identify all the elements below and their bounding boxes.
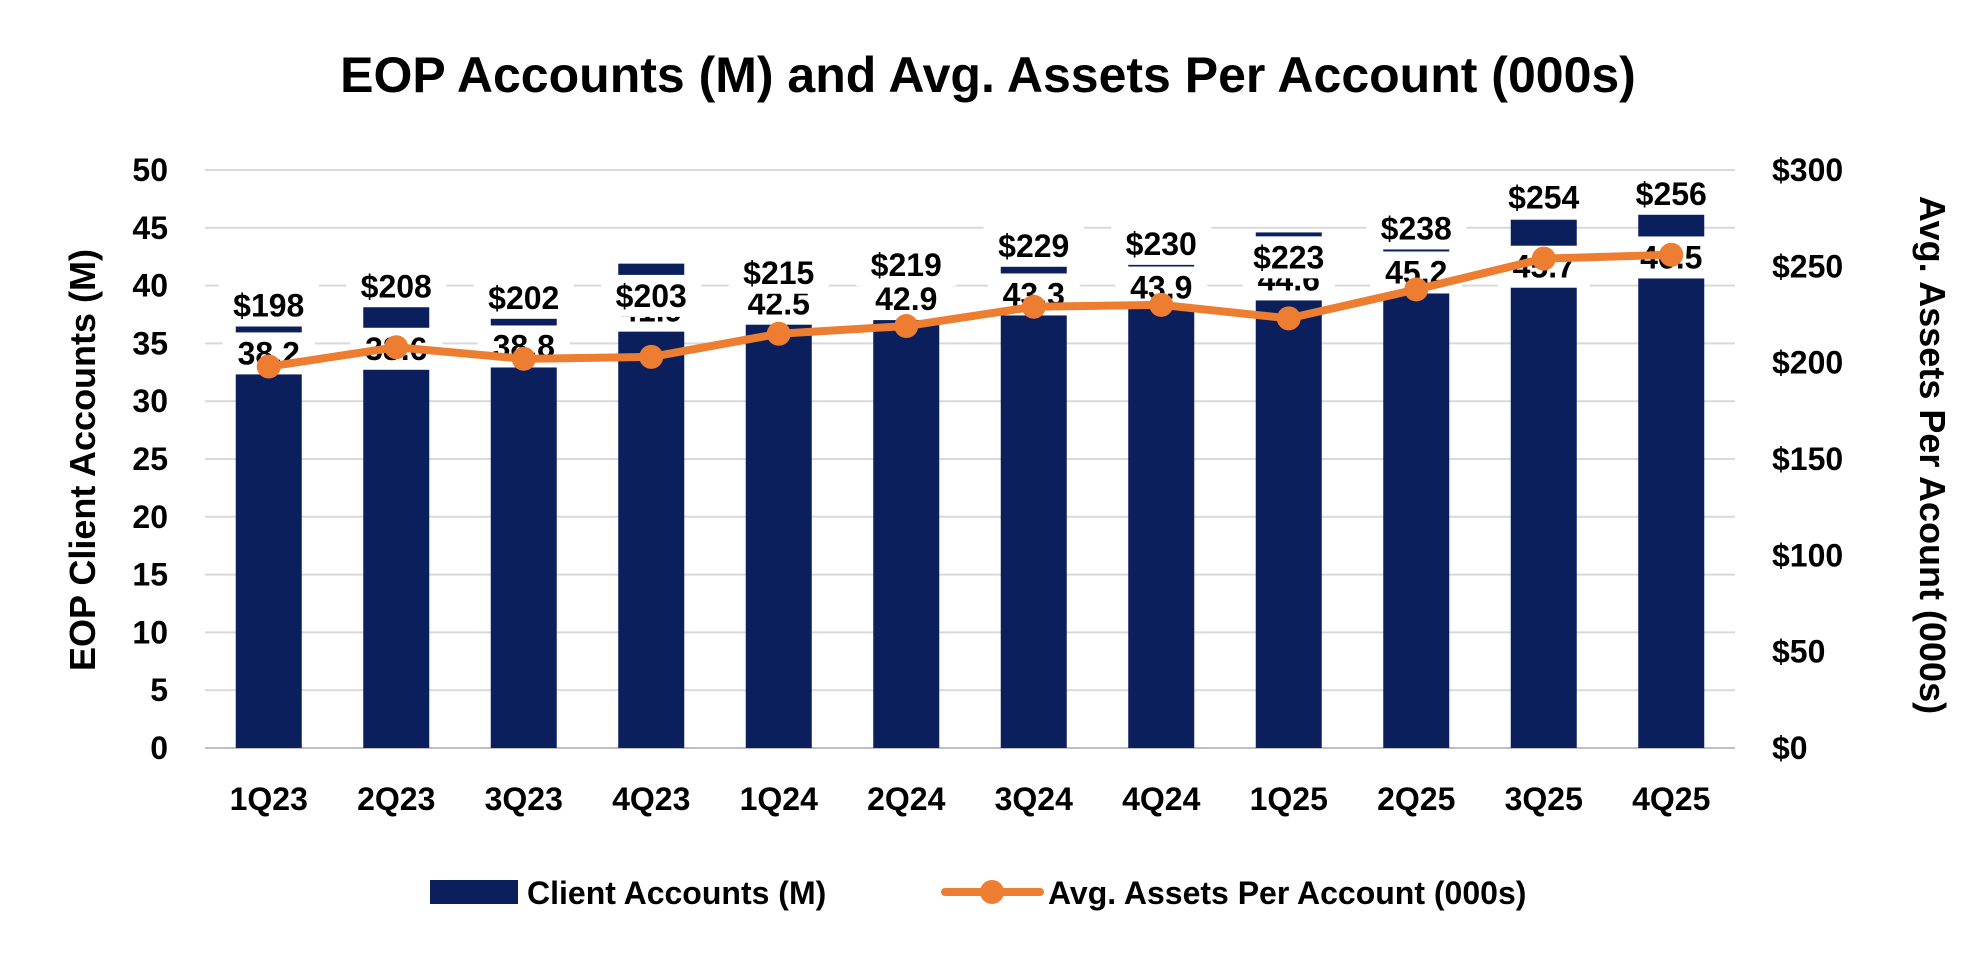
left-tick-label: 15 <box>132 557 168 593</box>
right-tick-label: $0 <box>1772 730 1808 766</box>
line-label-box <box>601 274 702 317</box>
x-axis-labels: 1Q23 2Q23 3Q23 4Q23 1Q24 2Q24 3Q24 4Q24 1Q25 2Q25… <box>230 781 1711 817</box>
line-data-label: $223 <box>1253 239 1324 275</box>
line-point-3Q23 <box>511 346 536 371</box>
bar-4Q24 <box>1128 240 1195 749</box>
line-data-label: $254 <box>1508 180 1579 216</box>
legend-line-label: Avg. Assets Per Account (000s) <box>1048 875 1526 911</box>
gridlines <box>205 169 1735 749</box>
line-point-2Q25 <box>1404 277 1429 302</box>
bar-2Q25 <box>1383 225 1450 748</box>
line-point-3Q24 <box>1021 294 1046 319</box>
left-tick-label: 30 <box>132 383 168 419</box>
line-point-1Q24 <box>766 321 791 346</box>
bar-4Q25 <box>1638 210 1705 748</box>
bar-4Q23 <box>618 263 685 748</box>
line-data-label: $230 <box>1126 226 1197 262</box>
x-tick-label: 3Q24 <box>995 781 1073 817</box>
left-tick-label: 10 <box>132 614 168 650</box>
line-label-box <box>983 224 1084 267</box>
line-data-label: $203 <box>616 278 687 314</box>
line-data-label: $215 <box>743 255 814 291</box>
x-tick-label: 3Q23 <box>485 781 563 817</box>
x-tick-label: 1Q23 <box>230 781 308 817</box>
x-tick-label: 4Q24 <box>1122 781 1200 817</box>
line-point-2Q24 <box>894 314 919 339</box>
bar-series <box>235 210 1705 749</box>
line-point-4Q25 <box>1659 242 1684 267</box>
x-tick-label: 2Q23 <box>357 781 435 817</box>
left-tick-label: 40 <box>132 268 168 304</box>
line-point-4Q24 <box>1149 292 1174 317</box>
left-tick-label: 35 <box>132 325 168 361</box>
line-label-box <box>1238 236 1339 279</box>
chart-title: EOP Accounts (M) and Avg. Assets Per Acc… <box>340 47 1636 103</box>
left-axis-title: EOP Client Accounts (M) <box>62 249 103 671</box>
line-data-label: $198 <box>233 288 304 324</box>
line-data-label: $238 <box>1381 210 1452 246</box>
left-tick-label: 45 <box>132 210 168 246</box>
bar-3Q24 <box>1000 247 1067 748</box>
right-axis-title: Avg. Assets Per Acount (000s) <box>1912 196 1953 714</box>
bar-data-label: 42.9 <box>875 281 937 317</box>
right-tick-label: $100 <box>1772 537 1843 573</box>
legend-bar-label: Client Accounts (M) <box>527 875 826 911</box>
line-data-label: $202 <box>488 280 559 316</box>
x-tick-label: 1Q24 <box>740 781 818 817</box>
left-axis-ticks: 0 5 10 15 20 25 30 35 40 45 50 <box>132 152 168 766</box>
x-tick-label: 2Q25 <box>1377 781 1455 817</box>
right-tick-label: $150 <box>1772 441 1843 477</box>
line-data-label: $256 <box>1636 176 1707 212</box>
left-tick-label: 50 <box>132 152 168 188</box>
bar-3Q25 <box>1510 219 1577 748</box>
line-series <box>256 242 1684 379</box>
line-point-3Q25 <box>1531 246 1556 271</box>
line-label-box <box>473 276 574 319</box>
right-tick-label: $200 <box>1772 345 1843 381</box>
right-tick-label: $250 <box>1772 248 1843 284</box>
line-data-labels: $198 $208 $202 $203 $215 $219 $229 $230 $223 $238… <box>218 172 1722 327</box>
line-data-label: $219 <box>871 247 942 283</box>
legend: Client Accounts (M) Avg. Assets Per Acco… <box>430 875 1526 911</box>
legend-bar-swatch <box>430 880 518 904</box>
line-point-1Q25 <box>1276 306 1301 331</box>
avg-assets-line <box>264 250 1676 371</box>
bar-3Q23 <box>490 299 557 748</box>
bar-1Q23 <box>235 306 302 748</box>
line-label-box <box>1111 222 1212 265</box>
left-tick-label: 25 <box>132 441 168 477</box>
x-tick-label: 4Q23 <box>612 781 690 817</box>
right-tick-label: $50 <box>1772 634 1825 670</box>
line-label-box <box>1621 172 1722 215</box>
line-point-4Q23 <box>639 344 664 369</box>
x-tick-label: 1Q25 <box>1250 781 1328 817</box>
line-label-box <box>346 265 447 308</box>
bar-2Q23 <box>363 301 430 748</box>
line-label-box <box>1366 207 1467 250</box>
legend-line-marker <box>980 880 1004 904</box>
right-tick-label: $300 <box>1772 152 1843 188</box>
line-point-2Q23 <box>384 335 409 360</box>
left-tick-label: 0 <box>150 730 168 766</box>
x-tick-label: 3Q25 <box>1505 781 1583 817</box>
x-tick-label: 2Q24 <box>867 781 945 817</box>
line-data-label: $229 <box>998 228 1069 264</box>
right-axis-ticks: $0 $50 $100 $150 $200 $250 $300 <box>1772 152 1843 766</box>
line-label-box <box>218 284 319 327</box>
x-tick-label: 4Q25 <box>1632 781 1710 817</box>
line-label-box <box>856 244 957 287</box>
line-label-box <box>1493 176 1594 219</box>
left-tick-label: 20 <box>132 499 168 535</box>
line-label-box <box>728 251 829 294</box>
line-point-1Q23 <box>256 354 281 379</box>
left-tick-label: 5 <box>150 672 168 708</box>
line-data-label: $208 <box>361 268 432 304</box>
